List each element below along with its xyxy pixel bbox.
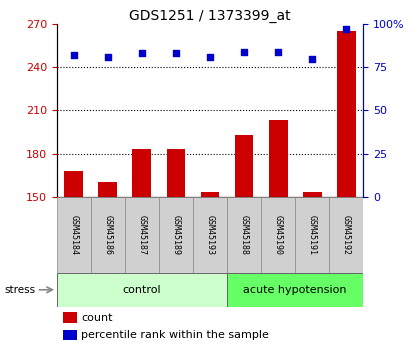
- Text: GSM45190: GSM45190: [274, 215, 283, 255]
- Bar: [303, 193, 322, 197]
- Bar: [63, 312, 76, 323]
- Point: [343, 27, 349, 32]
- Text: acute hypotension: acute hypotension: [244, 285, 347, 295]
- Bar: [159, 197, 193, 273]
- Bar: [227, 197, 261, 273]
- Text: GSM45189: GSM45189: [171, 215, 181, 255]
- Text: GSM45187: GSM45187: [137, 215, 146, 255]
- Text: stress: stress: [4, 286, 35, 295]
- Text: GSM45184: GSM45184: [69, 215, 78, 255]
- Bar: [64, 171, 83, 197]
- Text: control: control: [123, 285, 161, 295]
- Text: GSM45192: GSM45192: [342, 215, 351, 255]
- Title: GDS1251 / 1373399_at: GDS1251 / 1373399_at: [129, 9, 291, 23]
- Bar: [91, 197, 125, 273]
- Text: GSM45193: GSM45193: [205, 215, 215, 255]
- Point: [309, 56, 315, 61]
- Bar: [193, 197, 227, 273]
- Bar: [235, 135, 253, 197]
- Text: percentile rank within the sample: percentile rank within the sample: [81, 330, 269, 340]
- Point: [105, 54, 111, 60]
- Point: [275, 49, 281, 55]
- Point: [139, 51, 145, 56]
- Bar: [227, 273, 363, 307]
- Point: [207, 54, 213, 60]
- Point: [71, 52, 77, 58]
- Bar: [167, 149, 185, 197]
- Bar: [337, 31, 356, 197]
- Text: GSM45188: GSM45188: [239, 215, 249, 255]
- Bar: [261, 197, 295, 273]
- Point: [241, 49, 247, 55]
- Bar: [295, 197, 329, 273]
- Point: [173, 51, 179, 56]
- Bar: [201, 193, 219, 197]
- Bar: [57, 197, 91, 273]
- Text: GSM45191: GSM45191: [308, 215, 317, 255]
- Text: count: count: [81, 313, 113, 323]
- Bar: [63, 330, 76, 341]
- Text: GSM45186: GSM45186: [103, 215, 112, 255]
- Bar: [98, 182, 117, 197]
- Bar: [329, 197, 363, 273]
- Bar: [132, 149, 151, 197]
- Bar: [57, 273, 227, 307]
- Bar: [125, 197, 159, 273]
- Bar: [269, 120, 288, 197]
